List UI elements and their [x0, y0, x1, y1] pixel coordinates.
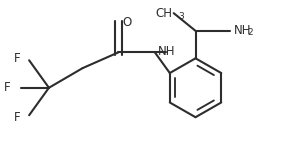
- Text: NH: NH: [234, 24, 252, 37]
- Text: O: O: [122, 16, 131, 30]
- Text: F: F: [14, 52, 20, 65]
- Text: NH: NH: [158, 45, 175, 58]
- Text: F: F: [14, 111, 20, 124]
- Text: 2: 2: [247, 28, 253, 37]
- Text: CH: CH: [156, 7, 173, 20]
- Text: F: F: [4, 81, 10, 94]
- Text: 3: 3: [179, 12, 184, 21]
